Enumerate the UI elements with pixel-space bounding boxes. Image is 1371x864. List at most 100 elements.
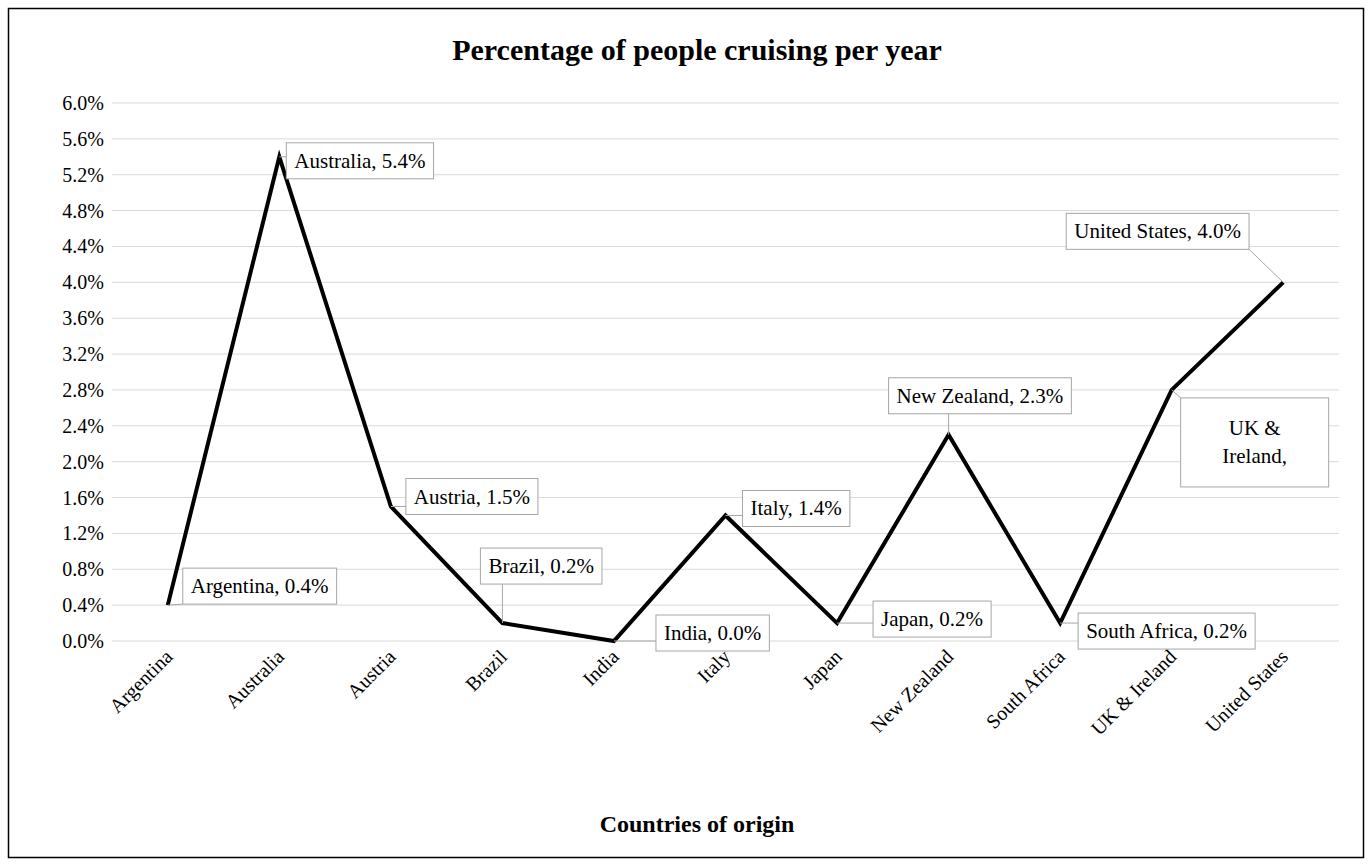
leader-line xyxy=(502,584,503,623)
line-group xyxy=(168,157,1283,641)
y-tick-label: 2.8% xyxy=(62,379,104,401)
x-tick-label: Argentina xyxy=(105,645,178,718)
y-tick-label: 1.6% xyxy=(62,487,104,509)
label-box xyxy=(873,601,991,637)
x-tick-label: Japan xyxy=(798,645,846,693)
data-label: Brazil, 0.2% xyxy=(480,548,602,623)
label-box xyxy=(1066,213,1249,249)
x-tick-label: South Africa xyxy=(982,645,1070,733)
data-label-text: Australia, 5.4% xyxy=(294,149,425,173)
x-tick-label: United States xyxy=(1201,645,1293,737)
label-line: UK & xyxy=(1229,416,1281,440)
leader-line xyxy=(1249,249,1283,282)
grid-line xyxy=(112,318,1339,319)
label-line: United States, 4.0% xyxy=(1074,219,1241,243)
label-box xyxy=(406,479,538,515)
y-tick-label: 6.0% xyxy=(62,92,104,114)
x-tick-label: Australia xyxy=(221,645,288,712)
y-tick-label: 2.4% xyxy=(62,415,104,437)
background xyxy=(0,0,1371,864)
data-label: India, 0.0% xyxy=(614,615,769,651)
grid-line xyxy=(112,389,1339,390)
data-label-text: India, 0.0% xyxy=(664,621,761,645)
data-label-text: Brazil, 0.2% xyxy=(488,554,594,578)
y-tick-label: 1.2% xyxy=(62,522,104,544)
grid-line xyxy=(112,497,1339,498)
data-label: Austria, 1.5% xyxy=(391,479,538,515)
y-tick-label: 0.4% xyxy=(62,594,104,616)
label-line: Ireland, xyxy=(1222,444,1287,468)
leader-line xyxy=(168,604,183,605)
label-line: New Zealand, 2.3% xyxy=(897,384,1064,408)
label-box xyxy=(183,568,337,604)
y-tick-label: 4.0% xyxy=(62,271,104,293)
grid-line xyxy=(112,138,1339,139)
leader-line xyxy=(1060,623,1078,624)
data-label-text: Italy, 1.4% xyxy=(751,496,842,520)
label-box xyxy=(286,143,433,179)
label-line: Argentina, 0.4% xyxy=(191,574,329,598)
grid-line xyxy=(112,461,1339,462)
x-tick-label: Austria xyxy=(342,645,399,702)
label-line: Austria, 1.5% xyxy=(414,485,530,509)
label-line: Japan, 0.2% xyxy=(881,607,983,631)
leader-line xyxy=(726,515,743,516)
label-box xyxy=(480,548,602,584)
label-line: South Africa, 0.2% xyxy=(1086,619,1247,643)
grid-line xyxy=(112,103,1339,104)
data-label-text: Austria, 1.5% xyxy=(414,485,530,509)
x-axis-title: Countries of origin xyxy=(600,811,795,837)
y-tick-label: 2.0% xyxy=(62,451,104,473)
grid-line xyxy=(112,605,1339,606)
grid-line xyxy=(112,354,1339,355)
leader-line xyxy=(948,414,949,435)
data-label: New Zealand, 2.3% xyxy=(889,378,1072,435)
label-line: Australia, 5.4% xyxy=(294,149,425,173)
x-tick-label: India xyxy=(578,645,623,690)
grid xyxy=(112,103,1339,641)
label-box xyxy=(1181,398,1329,487)
label-line: Italy, 1.4% xyxy=(751,496,842,520)
leader-line xyxy=(614,641,656,642)
data-label-text: UK & Ireland, xyxy=(1222,416,1287,468)
y-tick-label: 5.6% xyxy=(62,128,104,150)
frame xyxy=(9,9,1364,858)
data-label: Australia, 5.4% xyxy=(279,143,433,179)
x-tick-label: Italy xyxy=(693,645,735,687)
y-tick-label: 0.8% xyxy=(62,558,104,580)
chart: Percentage of people cruising per year 0.… xyxy=(0,0,1371,864)
data-label-text: Japan, 0.2% xyxy=(881,607,983,631)
leader-line xyxy=(391,506,406,507)
y-tick-label: 4.4% xyxy=(62,235,104,257)
label-line: Brazil, 0.2% xyxy=(488,554,594,578)
leader-line xyxy=(279,156,286,157)
leader-line xyxy=(1172,390,1181,398)
data-labels: Argentina, 0.4% Australia, 5.4% Austria, 1… xyxy=(168,143,1329,651)
label-box xyxy=(743,490,850,526)
leader-line xyxy=(837,623,873,624)
grid-line xyxy=(112,533,1339,534)
data-label: Argentina, 0.4% xyxy=(168,568,337,605)
data-label: United States, 4.0% xyxy=(1066,213,1283,282)
y-tick-label: 4.8% xyxy=(62,200,104,222)
y-tick-label: 0.0% xyxy=(62,630,104,652)
data-label: UK & Ireland, xyxy=(1172,390,1329,487)
data-label: South Africa, 0.2% xyxy=(1060,613,1255,649)
y-tick-label: 5.2% xyxy=(62,164,104,186)
data-label-text: United States, 4.0% xyxy=(1074,219,1241,243)
y-tick-label: 3.2% xyxy=(62,343,104,365)
data-label: Japan, 0.2% xyxy=(837,601,991,637)
label-box xyxy=(889,378,1072,414)
data-label-text: Argentina, 0.4% xyxy=(191,574,329,598)
label-line: India, 0.0% xyxy=(664,621,761,645)
grid-line xyxy=(112,282,1339,283)
data-label-text: New Zealand, 2.3% xyxy=(897,384,1064,408)
x-tick-label: UK & Ireland xyxy=(1086,645,1180,739)
x-tick-label: New Zealand xyxy=(866,645,957,736)
data-label: Italy, 1.4% xyxy=(726,490,850,526)
y-tick-label: 3.6% xyxy=(62,307,104,329)
data-line xyxy=(168,157,1283,641)
data-label-text: South Africa, 0.2% xyxy=(1086,619,1247,643)
title: Percentage of people cruising per year xyxy=(452,33,942,66)
label-box xyxy=(656,615,769,651)
